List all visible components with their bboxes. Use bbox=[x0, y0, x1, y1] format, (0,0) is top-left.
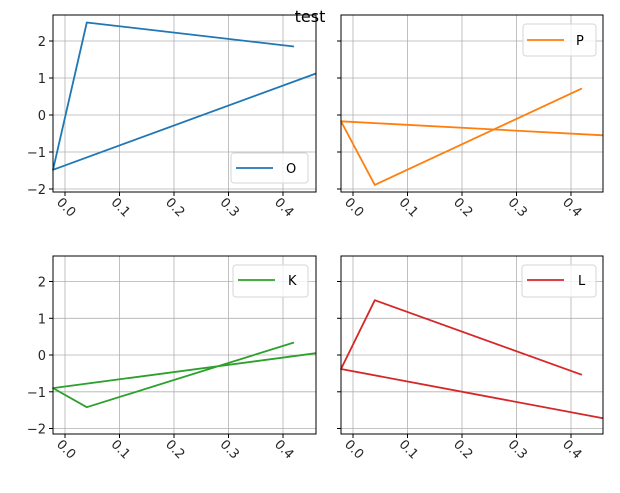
legend-label: K bbox=[288, 274, 297, 289]
legend: P bbox=[522, 23, 597, 57]
axes-frame bbox=[52, 255, 317, 435]
svg-text:0.3: 0.3 bbox=[217, 437, 242, 462]
svg-text:−1: −1 bbox=[27, 386, 46, 401]
x-tick-labels: 0.0 0.1 0.2 0.3 0.4 bbox=[53, 437, 296, 462]
svg-text:−2: −2 bbox=[27, 423, 46, 438]
svg-text:0: 0 bbox=[38, 109, 46, 124]
svg-text:0.4: 0.4 bbox=[271, 195, 296, 220]
svg-text:0.1: 0.1 bbox=[108, 437, 133, 462]
legend-label: L bbox=[578, 274, 586, 289]
legend: K bbox=[232, 264, 309, 298]
x-tick-labels: 0.0 0.1 0.2 0.3 0.4 bbox=[341, 437, 584, 462]
axes-frame bbox=[52, 14, 317, 193]
legend: L bbox=[521, 264, 597, 298]
svg-text:1: 1 bbox=[38, 72, 46, 87]
svg-text:−2: −2 bbox=[27, 183, 46, 198]
svg-text:0.4: 0.4 bbox=[271, 437, 296, 462]
svg-text:0.1: 0.1 bbox=[108, 195, 133, 220]
panel-top-left: O 2 1 0 −1 −2 0.0 0.1 0.2 0.3 0.4 bbox=[27, 14, 317, 220]
axes-frame bbox=[340, 255, 604, 435]
svg-text:0.2: 0.2 bbox=[162, 437, 187, 462]
series-line-P bbox=[340, 87, 604, 186]
series-line-L bbox=[340, 299, 604, 420]
svg-text:0.3: 0.3 bbox=[505, 437, 530, 462]
x-tick-labels: 0.0 0.1 0.2 0.3 0.4 bbox=[53, 195, 296, 220]
grid bbox=[53, 15, 316, 192]
legend-label: O bbox=[286, 162, 296, 177]
y-tick-labels: 2 1 0 −1 −2 bbox=[27, 35, 46, 198]
svg-text:0.0: 0.0 bbox=[53, 195, 78, 220]
panel-bottom-left: K 2 1 0 −1 −2 0.0 0.1 0.2 0.3 0.4 bbox=[27, 255, 317, 462]
svg-text:0.2: 0.2 bbox=[162, 195, 187, 220]
svg-text:0.1: 0.1 bbox=[396, 437, 421, 462]
series-line-K bbox=[52, 341, 317, 409]
svg-text:0.2: 0.2 bbox=[450, 195, 475, 220]
legend-label: P bbox=[576, 34, 584, 49]
svg-text:0.3: 0.3 bbox=[505, 195, 530, 220]
svg-text:2: 2 bbox=[38, 35, 46, 50]
svg-text:0.1: 0.1 bbox=[396, 195, 421, 220]
panel-top-right: P 0.0 0.1 0.2 0.3 0.4 bbox=[337, 14, 604, 220]
svg-text:0.4: 0.4 bbox=[559, 195, 584, 220]
svg-text:0.0: 0.0 bbox=[341, 437, 366, 462]
svg-text:0.0: 0.0 bbox=[53, 437, 78, 462]
svg-text:0: 0 bbox=[38, 349, 46, 364]
svg-text:1: 1 bbox=[38, 312, 46, 327]
svg-text:0.0: 0.0 bbox=[341, 195, 366, 220]
series-line-O bbox=[52, 21, 317, 171]
svg-text:−1: −1 bbox=[27, 146, 46, 161]
x-tick-labels: 0.0 0.1 0.2 0.3 0.4 bbox=[341, 195, 584, 220]
svg-text:0.3: 0.3 bbox=[217, 195, 242, 220]
figure-title: test bbox=[295, 7, 326, 26]
svg-text:0.2: 0.2 bbox=[450, 437, 475, 462]
svg-text:0.4: 0.4 bbox=[559, 437, 584, 462]
axes-frame bbox=[340, 14, 604, 193]
y-tick-labels: 2 1 0 −1 −2 bbox=[27, 276, 46, 438]
svg-text:2: 2 bbox=[38, 276, 46, 291]
panel-bottom-right: L 0.0 0.1 0.2 0.3 0.4 bbox=[337, 255, 604, 462]
legend: O bbox=[230, 152, 309, 184]
